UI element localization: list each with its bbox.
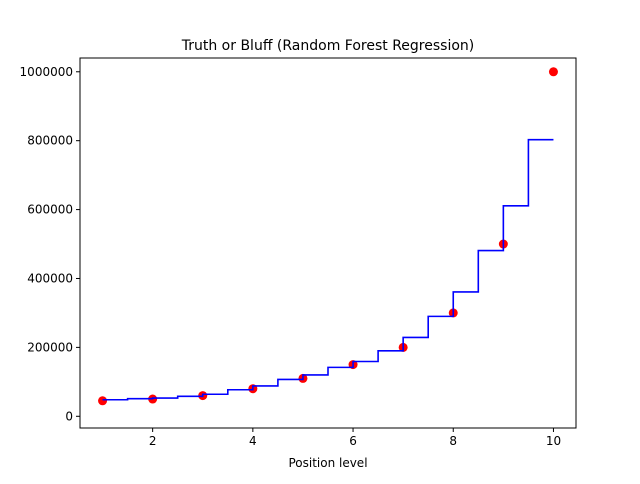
y-tick-label: 600000 [27,203,73,217]
x-axis-label: Position level [288,456,367,470]
x-tick-label: 4 [249,434,257,448]
x-tick-label: 10 [546,434,561,448]
y-tick-label: 800000 [27,134,73,148]
y-tick-label: 400000 [27,271,73,285]
y-tick-label: 0 [65,409,73,423]
plot-area: 2 4 6 8 10 0 200000 400000 600000 800000 1000000 [20,65,562,448]
y-tick-label: 200000 [27,340,73,354]
prediction-step-line [102,138,554,401]
data-point [548,67,558,77]
axes-frame [79,57,577,429]
x-tick-label: 2 [149,434,157,448]
data-point [98,396,108,406]
chart-title: Truth or Bluff (Random Forest Regression… [181,38,475,54]
x-tick-label: 6 [349,434,357,448]
x-tick-label: 8 [449,434,457,448]
y-tick-label: 1000000 [20,65,73,79]
